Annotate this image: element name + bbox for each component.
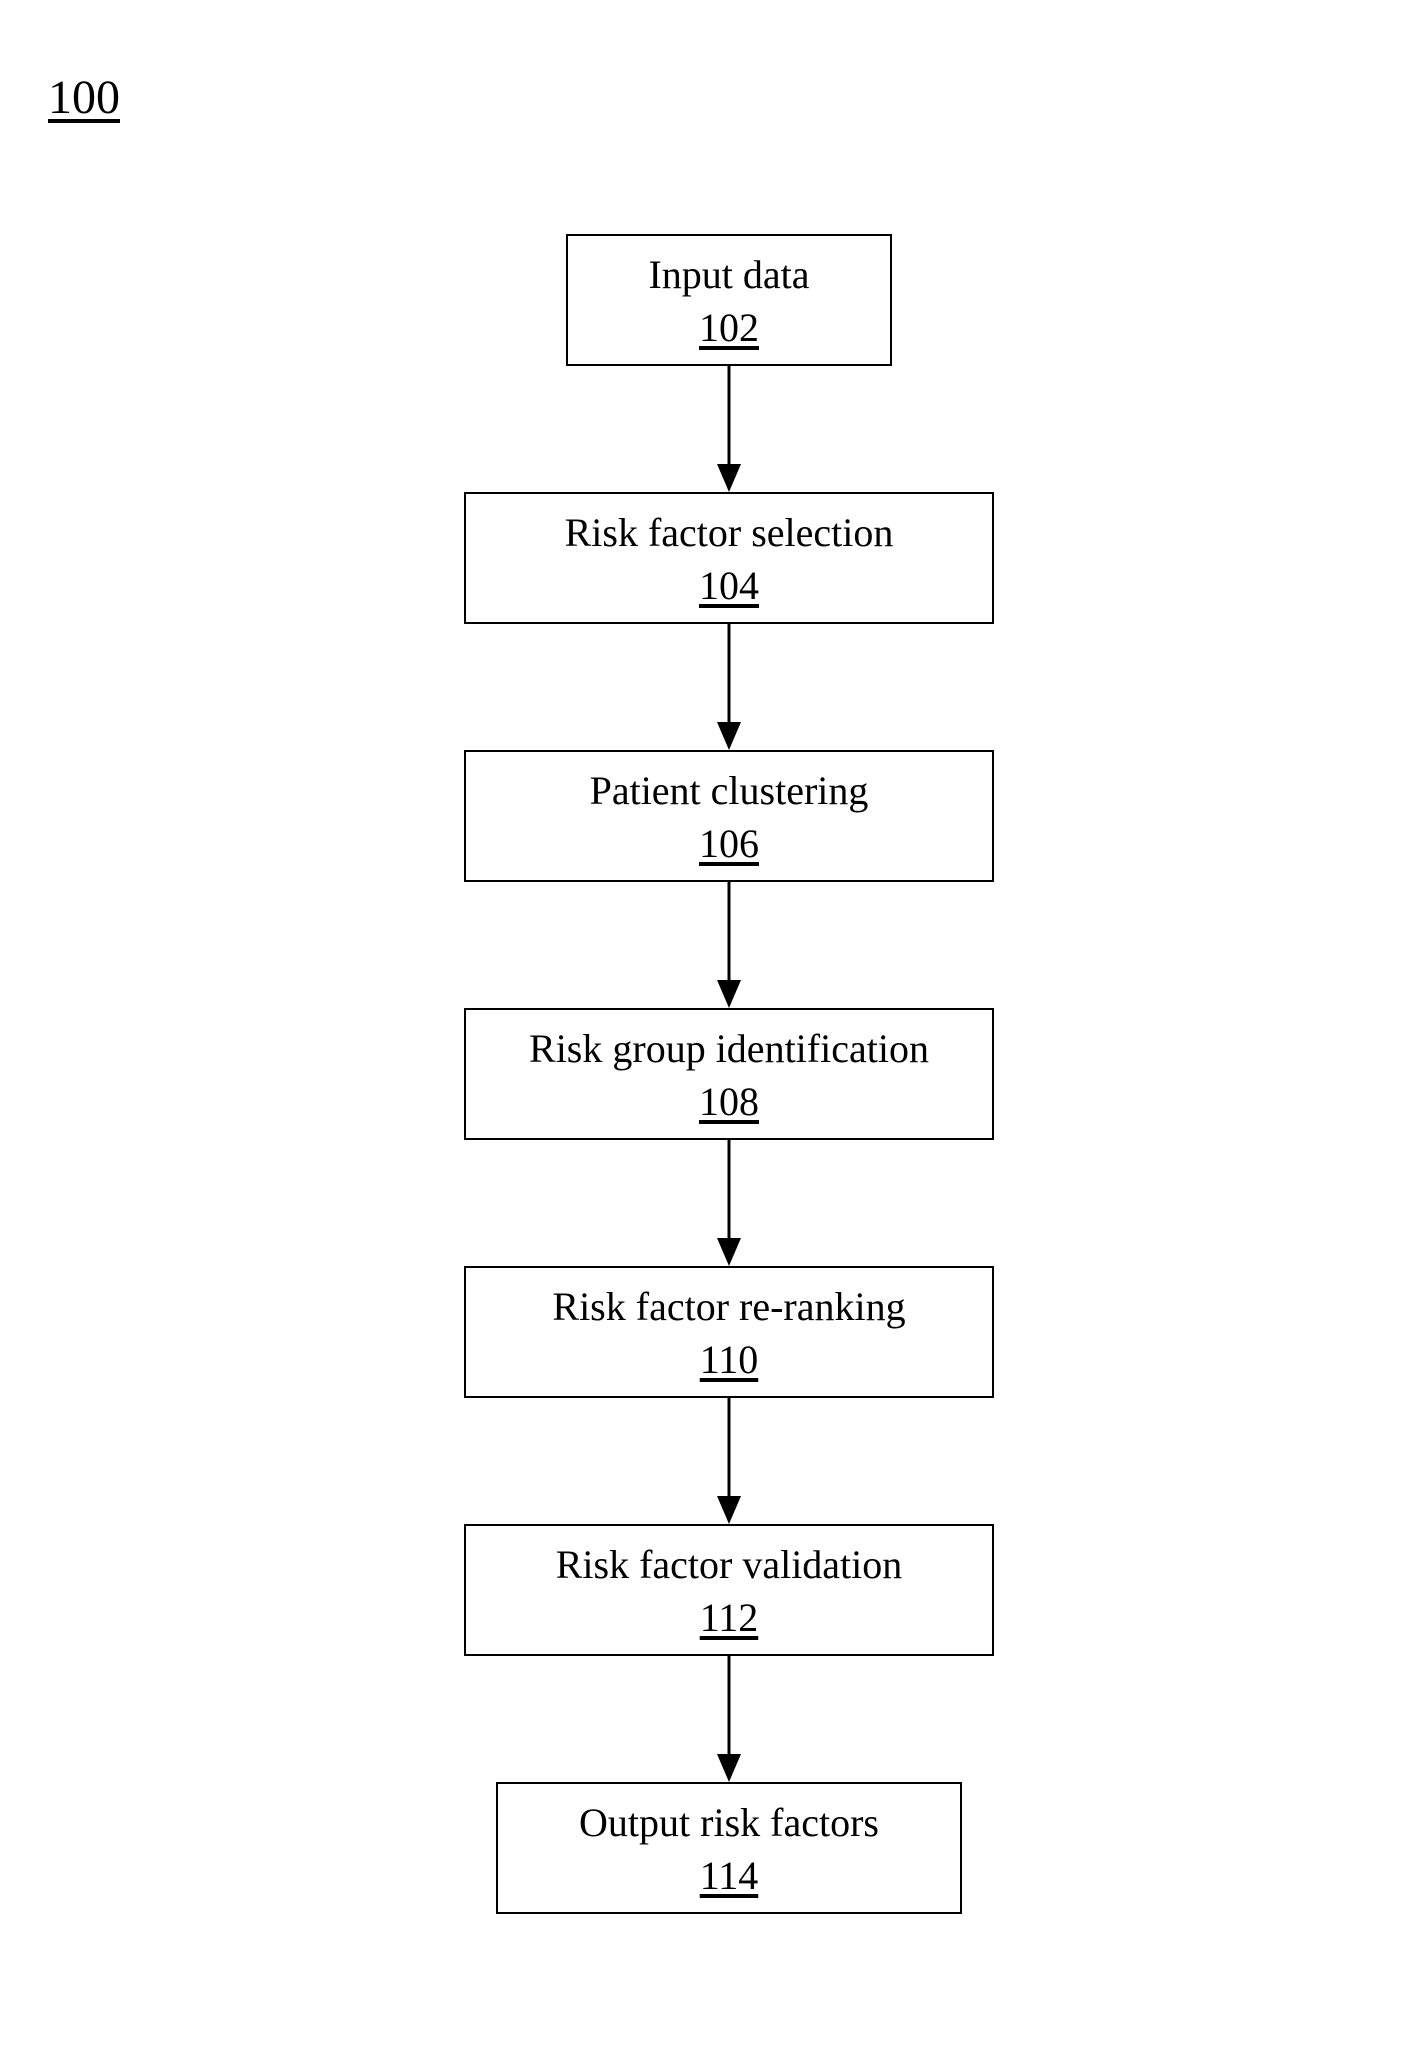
flowchart-node: Patient clustering106	[464, 750, 994, 882]
flowchart-node-label: Input data	[648, 250, 809, 300]
flowchart-node: Input data102	[566, 234, 892, 366]
flowchart-node-ref: 112	[700, 1594, 759, 1641]
figure-reference-label: 100	[48, 70, 120, 125]
flowchart-node-label: Patient clustering	[590, 766, 869, 816]
flowchart-node-label: Risk factor re-ranking	[552, 1282, 905, 1332]
flowchart-node-ref: 102	[699, 304, 759, 351]
flowchart-arrow	[713, 1398, 745, 1524]
flowchart-canvas: 100 Input data102Risk factor selection10…	[0, 0, 1407, 2067]
flowchart-arrow	[713, 366, 745, 492]
flowchart-arrow	[713, 1656, 745, 1782]
flowchart-arrow	[713, 882, 745, 1008]
flowchart-node-label: Output risk factors	[579, 1798, 879, 1848]
flowchart-node-ref: 108	[699, 1078, 759, 1125]
flowchart-node-ref: 104	[699, 562, 759, 609]
flowchart-node-ref: 110	[700, 1336, 759, 1383]
flowchart-node-label: Risk group identification	[529, 1024, 929, 1074]
flowchart-node-ref: 106	[699, 820, 759, 867]
flowchart-node-label: Risk factor validation	[556, 1540, 903, 1590]
flowchart-node: Risk factor validation112	[464, 1524, 994, 1656]
flowchart-node: Risk group identification108	[464, 1008, 994, 1140]
flowchart-node: Output risk factors114	[496, 1782, 962, 1914]
flowchart-node-ref: 114	[700, 1852, 759, 1899]
flowchart-arrow	[713, 1140, 745, 1266]
flowchart-node-label: Risk factor selection	[565, 508, 894, 558]
flowchart-arrow	[713, 624, 745, 750]
flowchart-node: Risk factor selection104	[464, 492, 994, 624]
flowchart-node: Risk factor re-ranking110	[464, 1266, 994, 1398]
